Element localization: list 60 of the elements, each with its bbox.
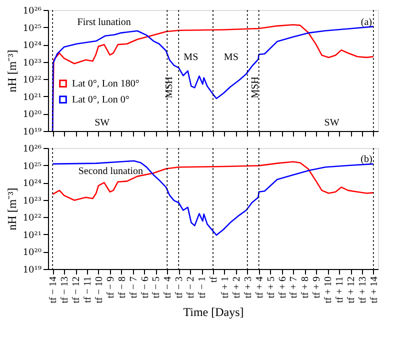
x-tick-label: tf − 7 xyxy=(128,276,140,298)
x-tick-label: tf + 13 xyxy=(357,276,368,304)
annotation: MSH xyxy=(164,76,176,98)
legend-label: Lat 0°, Lon 180° xyxy=(72,78,140,90)
x-tick-label: tf + 3 xyxy=(242,276,254,298)
y-tick-label: 10²⁶ xyxy=(22,144,42,154)
y-tick-label: 10²² xyxy=(22,76,42,86)
x-tick-label: tf + 9 xyxy=(312,276,323,298)
x-tick-label: tf − 9 xyxy=(105,276,116,298)
x-tick-label: tf + 10 xyxy=(323,276,334,304)
x-tick-label: tf + 1 xyxy=(220,276,231,298)
y-tick-label: 10²⁵ xyxy=(22,24,42,34)
annotation: MSH xyxy=(250,76,261,98)
x-tick-label: tf − 1 xyxy=(197,276,208,298)
y-tick-label: 10²³ xyxy=(22,58,42,68)
y-axis-title: nH [m⁻³] xyxy=(4,50,19,92)
x-tick-label: tf xyxy=(208,276,220,283)
annotation: SW xyxy=(94,118,110,129)
x-tick-label: tf − 4 xyxy=(162,276,174,298)
y-tick-label: 10¹⁹ xyxy=(22,128,42,138)
x-tick-label: tf + 5 xyxy=(266,276,277,298)
x-tick-label: tf − 3 xyxy=(174,276,186,298)
x-tick-label: tf + 4 xyxy=(254,276,266,298)
annotation: First lunation xyxy=(77,17,131,28)
x-tick-label: tf + 7 xyxy=(288,276,300,298)
x-tick-label: tf − 10 xyxy=(94,276,105,304)
x-tick-label: tf + 14 xyxy=(368,276,380,304)
annotation: (b) xyxy=(360,154,372,165)
y-tick-label: 10²³ xyxy=(22,196,42,206)
x-tick-label: tf + 12 xyxy=(346,276,357,304)
y-tick-label: 10¹⁹ xyxy=(22,266,42,276)
annotation: SW xyxy=(324,118,340,129)
annotation: Second lunation xyxy=(78,166,144,177)
y-tick-label: 10²¹ xyxy=(22,230,42,241)
x-tick-label: tf + 8 xyxy=(300,276,312,298)
y-tick-label: 10²¹ xyxy=(22,92,42,103)
x-tick-label: tf − 5 xyxy=(151,276,162,298)
x-tick-label: tf − 13 xyxy=(60,276,71,304)
y-axis-title: nH [m⁻³] xyxy=(4,188,19,230)
y-tick-label: 10²⁴ xyxy=(22,179,42,190)
x-tick-label: tf − 11 xyxy=(82,276,94,303)
x-tick-label: tf − 12 xyxy=(71,276,82,304)
y-tick-label: 10²⁶ xyxy=(22,6,42,16)
annotation: MS xyxy=(224,52,238,64)
x-tick-label: tf − 6 xyxy=(140,276,151,298)
annotation: (a) xyxy=(360,17,372,28)
y-tick-label: 10²⁵ xyxy=(22,162,42,172)
x-tick-label: tf − 14 xyxy=(48,276,60,304)
x-tick-label: tf − 8 xyxy=(116,276,128,298)
legend-label: Lat 0°, Lon 0° xyxy=(72,94,130,106)
x-tick-label: tf − 2 xyxy=(186,276,197,298)
x-tick-label: tf + 2 xyxy=(231,276,242,298)
y-tick-label: 10²⁰ xyxy=(22,110,42,120)
annotation: MS xyxy=(184,52,198,64)
x-tick-label: tf + 11 xyxy=(334,276,346,303)
y-tick-label: 10²² xyxy=(22,214,42,224)
y-tick-label: 10²⁰ xyxy=(22,248,42,258)
x-axis-title: Time [Days] xyxy=(183,305,244,320)
x-tick-label: tf + 6 xyxy=(277,276,288,298)
y-tick-label: 10²⁴ xyxy=(22,41,42,52)
